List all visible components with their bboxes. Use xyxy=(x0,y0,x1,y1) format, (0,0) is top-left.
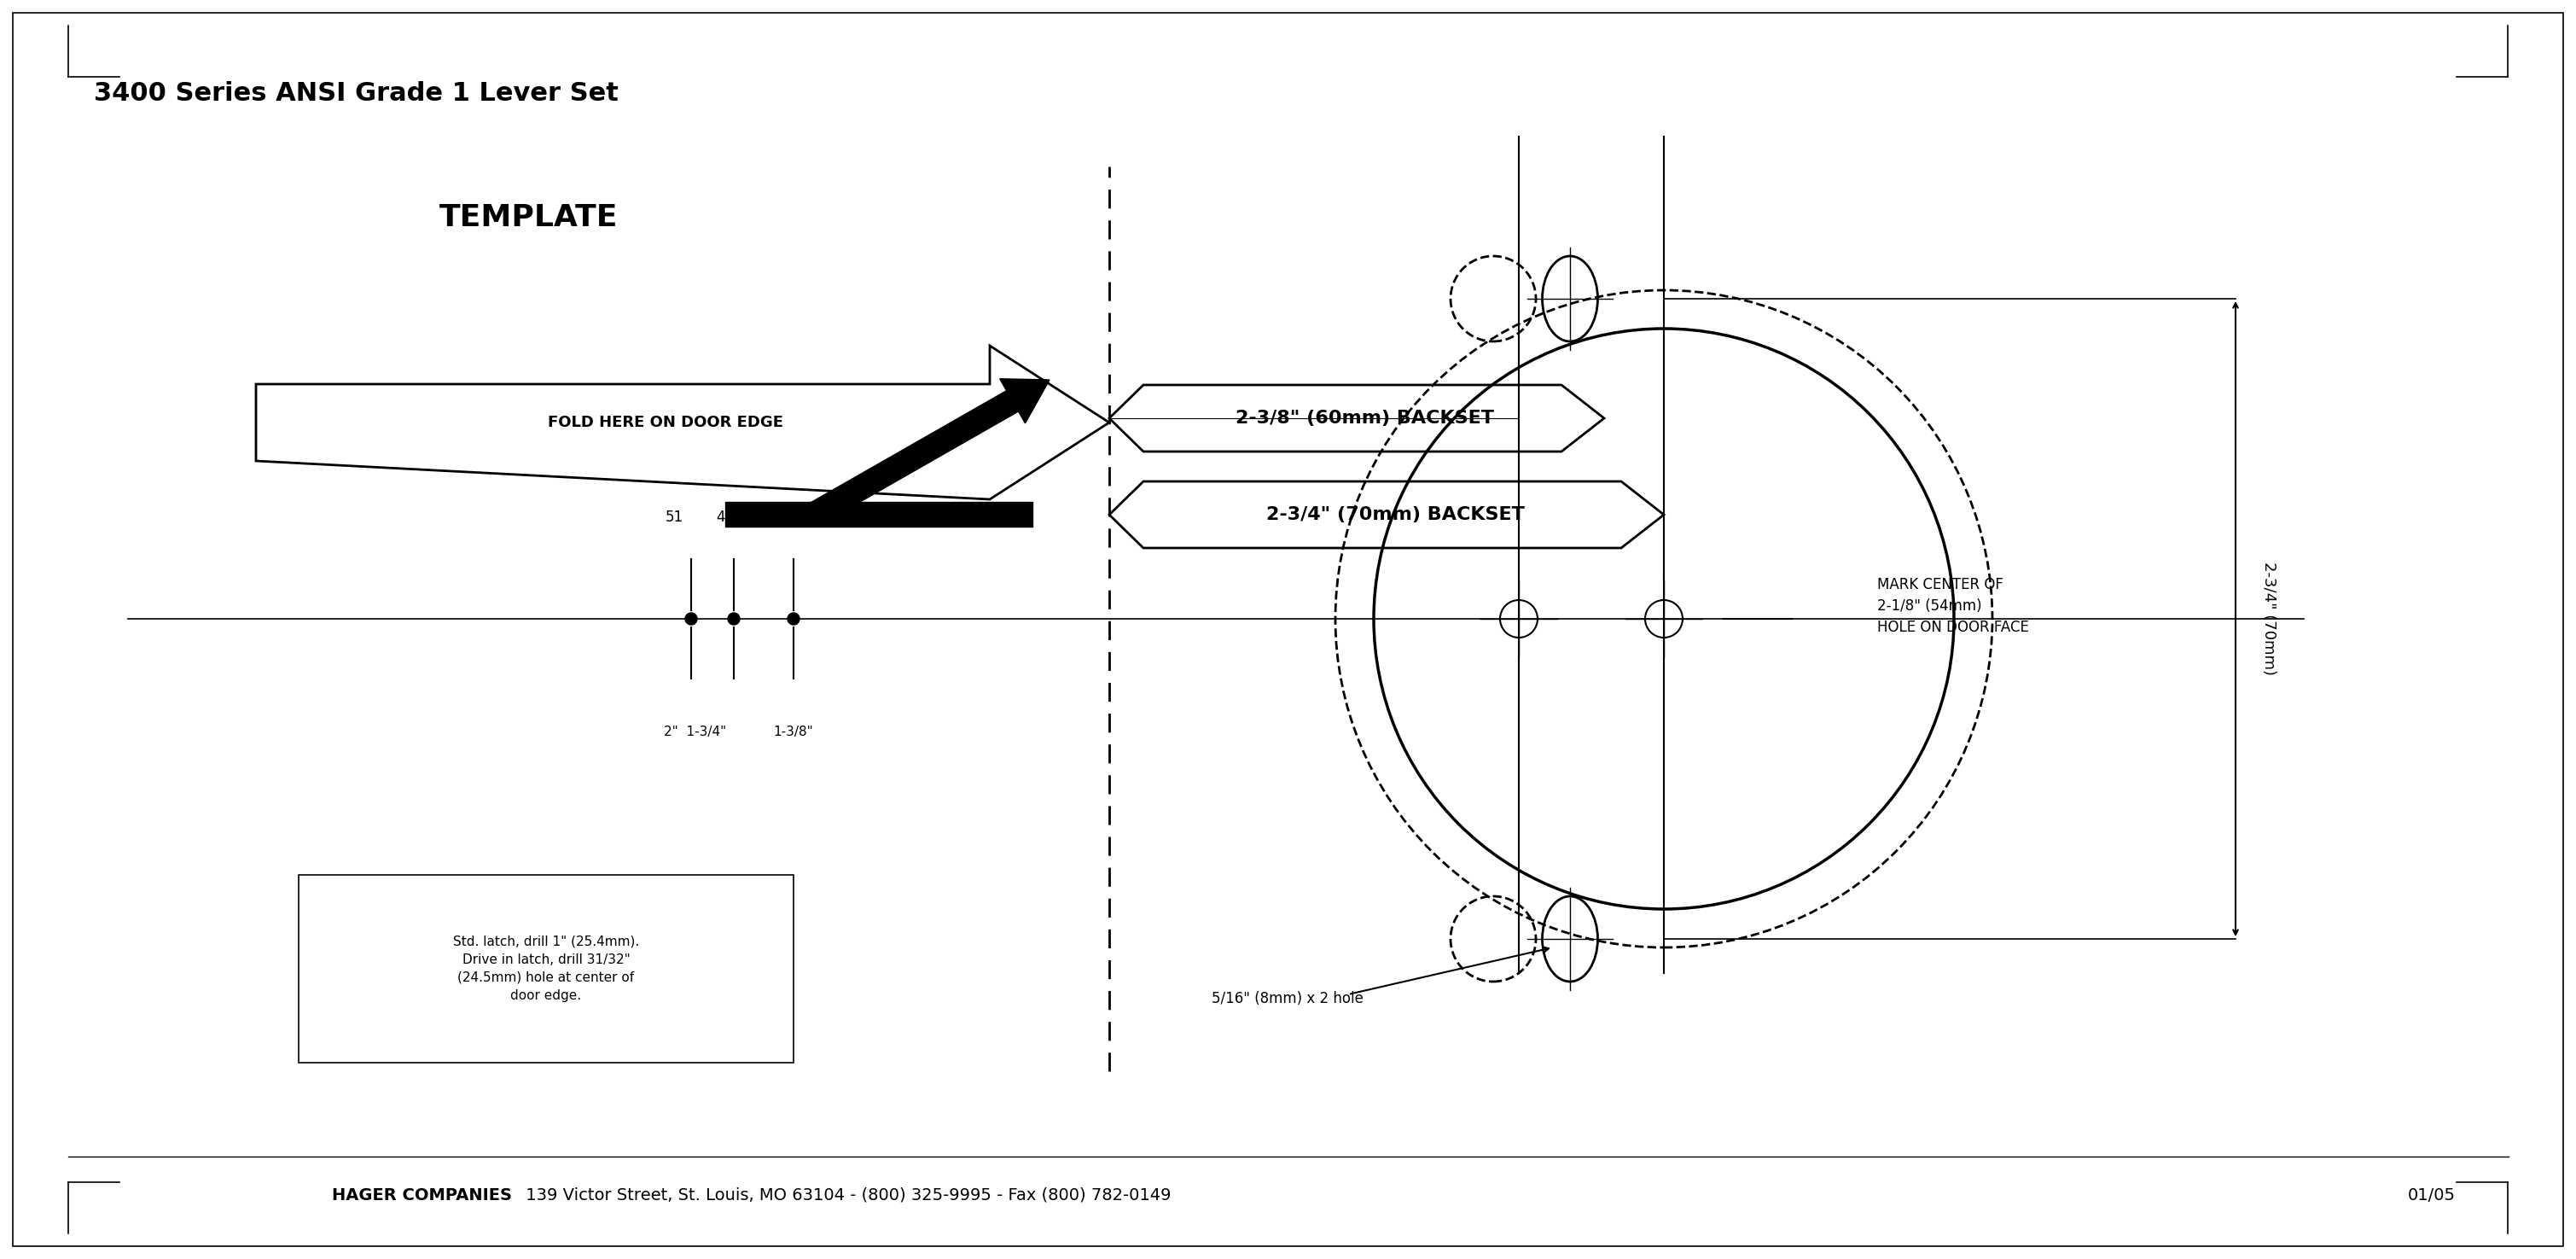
Text: MARK CENTER OF
2-1/8" (54mm)
HOLE ON DOOR FACE: MARK CENTER OF 2-1/8" (54mm) HOLE ON DOO… xyxy=(1878,577,2030,635)
Circle shape xyxy=(729,613,739,624)
Polygon shape xyxy=(255,346,1110,500)
Text: 2"  1-3/4": 2" 1-3/4" xyxy=(665,725,726,738)
Text: 2-3/4" (70mm): 2-3/4" (70mm) xyxy=(2262,562,2277,676)
Text: 3400 Series ANSI Grade 1 Lever Set: 3400 Series ANSI Grade 1 Lever Set xyxy=(93,81,618,106)
Text: 35: 35 xyxy=(786,510,804,525)
Text: 139 Victor Street, St. Louis, MO 63104 - (800) 325-9995 - Fax (800) 782-0149: 139 Victor Street, St. Louis, MO 63104 -… xyxy=(520,1187,1172,1204)
Text: 5/16" (8mm) x 2 hole: 5/16" (8mm) x 2 hole xyxy=(1211,991,1363,1006)
Text: 2-3/4" (70mm) BACKSET: 2-3/4" (70mm) BACKSET xyxy=(1265,506,1525,524)
Text: HAGER COMPANIES: HAGER COMPANIES xyxy=(332,1187,513,1204)
Bar xyxy=(299,875,793,1063)
Text: TEMPLATE: TEMPLATE xyxy=(440,203,618,232)
Circle shape xyxy=(685,613,698,624)
Text: FOLD HERE ON DOOR EDGE: FOLD HERE ON DOOR EDGE xyxy=(549,414,783,431)
Text: 2-3/8" (60mm) BACKSET: 2-3/8" (60mm) BACKSET xyxy=(1236,409,1494,427)
Circle shape xyxy=(788,613,799,624)
Text: 1-3/8": 1-3/8" xyxy=(773,725,814,738)
Text: Std. latch, drill 1" (25.4mm).
Drive in latch, drill 31/32"
(24.5mm) hole at cen: Std. latch, drill 1" (25.4mm). Drive in … xyxy=(453,935,639,1002)
FancyArrow shape xyxy=(804,379,1048,526)
Polygon shape xyxy=(1110,385,1605,452)
Text: 01/05: 01/05 xyxy=(2409,1187,2455,1204)
Polygon shape xyxy=(1110,481,1664,548)
Text: 51: 51 xyxy=(665,510,683,525)
Text: 45: 45 xyxy=(716,510,734,525)
